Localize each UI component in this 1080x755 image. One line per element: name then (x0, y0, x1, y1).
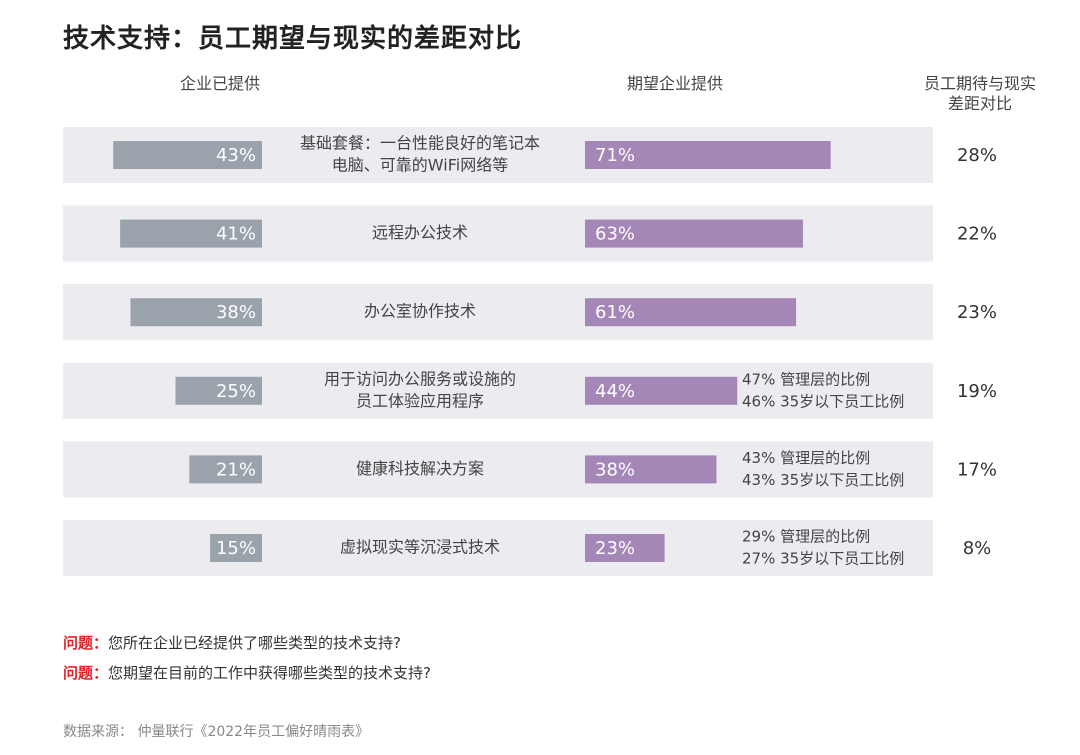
gap-label-2: 22% (957, 224, 997, 245)
category-label-2-1: 远程办公技术 (372, 223, 468, 242)
data-source: 数据来源： 仲量联行《2022年员工偏好晴雨表》 (63, 724, 370, 740)
expected-bar-1 (585, 141, 831, 169)
expected-bar-3 (585, 298, 797, 327)
expected-label-2: 63% (595, 224, 635, 245)
question-1-text: 您所在企业已经提供了哪些类型的技术支持? (108, 634, 401, 652)
provided-label-2: 41% (216, 224, 256, 245)
expected-bar-2 (585, 219, 803, 248)
provided-label-5: 21% (216, 459, 256, 480)
gap-label-6: 8% (963, 538, 992, 559)
column-header-provided: 企业已提供 (179, 74, 260, 93)
column-header-gap-line1: 员工期待与现实 (923, 74, 1036, 93)
expected-label-6: 23% (595, 538, 635, 559)
gap-label-4: 19% (957, 381, 997, 402)
category-label-5-1: 健康科技解决方案 (356, 459, 484, 478)
category-label-1-2: 电脑、可靠的WiFi网络等 (332, 156, 508, 175)
category-label-4-2: 员工体验应用程序 (356, 391, 484, 410)
provided-label-4: 25% (216, 381, 256, 402)
gap-label-3: 23% (957, 302, 997, 323)
provided-bar-2 (120, 219, 262, 248)
expected-bar-5 (585, 455, 717, 484)
column-header-expected: 期望企业提供 (626, 74, 723, 93)
expected-label-5: 38% (595, 459, 635, 480)
row-background-6 (63, 520, 933, 576)
note-6-1: 29% 管理层的比例 (742, 528, 870, 546)
question-1: 问题：您所在企业已经提供了哪些类型的技术支持? (63, 632, 401, 653)
question-1-label: 问题： (63, 634, 109, 652)
note-5-1: 43% 管理层的比例 (742, 449, 870, 467)
provided-label-1: 43% (216, 145, 256, 166)
gap-label-1: 28% (957, 145, 997, 166)
category-label-1-1: 基础套餐：一台性能良好的笔记本 (300, 134, 540, 153)
page-title: 技术支持：员工期望与现实的差距对比 (63, 24, 523, 54)
column-header-gap-line2: 差距对比 (947, 94, 1012, 113)
provided-bar-6 (210, 534, 262, 562)
note-6-2: 27% 35岁以下员工比例 (742, 550, 904, 568)
expected-label-1: 71% (595, 145, 635, 166)
provided-bar-5 (189, 455, 262, 484)
column-header-gap: 员工期待与现实 差距对比 (905, 74, 1055, 114)
question-2: 问题：您期望在目前的工作中获得哪些类型的技术支持? (63, 662, 431, 683)
provided-bar-1 (113, 141, 262, 169)
expected-label-3: 61% (595, 302, 635, 323)
question-2-label: 问题： (63, 664, 109, 682)
category-label-3-1: 办公室协作技术 (364, 302, 476, 321)
note-4-2: 46% 35岁以下员工比例 (742, 392, 904, 410)
provided-label-6: 15% (216, 538, 256, 559)
note-5-2: 43% 35岁以下员工比例 (742, 471, 904, 489)
gap-label-5: 17% (957, 459, 997, 480)
provided-bar-3 (130, 298, 262, 327)
category-label-4-1: 用于访问办公服务或设施的 (324, 369, 516, 388)
question-2-text: 您期望在目前的工作中获得哪些类型的技术支持? (108, 664, 431, 682)
note-4-1: 47% 管理层的比例 (742, 370, 870, 388)
expected-label-4: 44% (595, 381, 635, 402)
provided-label-3: 38% (216, 302, 256, 323)
category-label-6-1: 虚拟现实等沉浸式技术 (340, 538, 500, 557)
expected-bar-4 (585, 376, 738, 405)
expected-bar-6 (585, 534, 665, 562)
provided-bar-4 (175, 376, 262, 405)
